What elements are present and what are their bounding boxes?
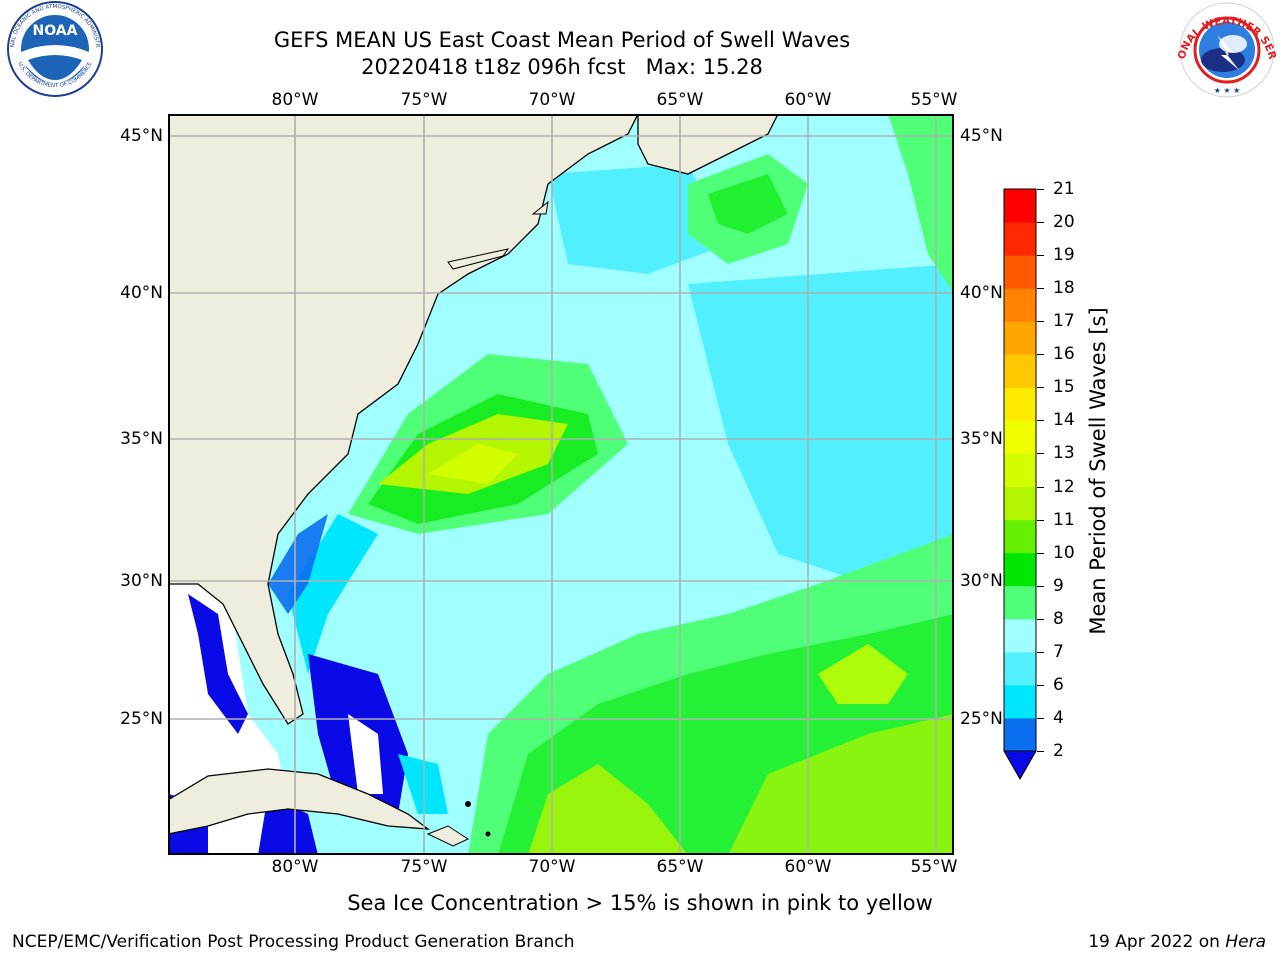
colorbar-extension	[1003, 750, 1037, 781]
lon-label-bottom-80w: 80°W	[271, 857, 319, 877]
colorbar-tick-mark	[1037, 321, 1044, 323]
colorbar-tick-mark	[1037, 717, 1044, 719]
colorbar-band	[1004, 486, 1036, 521]
lon-label-bottom-60w: 60°W	[784, 857, 832, 877]
noaa-logo: NOAA NATIONAL OCEANIC AND ATMOSPHERIC AD…	[0, 0, 103, 97]
colorbar-tick-mark	[1037, 552, 1044, 554]
lat-label-left-35n: 35°N	[120, 429, 163, 449]
graticule	[168, 114, 954, 855]
lon-label-bottom-55w: 55°W	[910, 857, 958, 877]
colorbar-tick-mark	[1037, 453, 1044, 455]
colorbar-tick-mark	[1037, 288, 1044, 290]
colorbar-tick-label: 11	[1053, 509, 1075, 530]
colorbar-band	[1004, 552, 1036, 587]
colorbar-band	[1004, 585, 1036, 620]
lon-label-top-70w: 70°W	[528, 90, 576, 110]
lon-label-top-75w: 75°W	[400, 90, 448, 110]
colorbar-tick-label: 20	[1053, 212, 1075, 233]
lon-label-bottom-75w: 75°W	[400, 857, 448, 877]
svg-text:★ ★ ★: ★ ★ ★	[1214, 86, 1241, 95]
noaa-logo-text: NOAA	[33, 23, 78, 39]
colorbar-tick-label: 10	[1053, 542, 1075, 563]
cuba-land	[168, 768, 431, 835]
colorbar-tick-label: 7	[1053, 641, 1064, 662]
map-title: GEFS MEAN US East Coast Mean Period of S…	[273, 28, 851, 52]
colorbar-tick-mark	[1037, 684, 1044, 686]
lat-label-left-45n: 45°N	[120, 126, 163, 146]
colorbar-tick-mark	[1037, 354, 1044, 356]
nws-logo: NATIONAL WEATHER SERVICE ★ ★ ★	[1175, 0, 1278, 98]
colorbar-band	[1004, 288, 1036, 322]
footer-date: 19 Apr 2022 on Hera	[1088, 932, 1266, 952]
lon-label-top-65w: 65°W	[656, 90, 704, 110]
colorbar-label: Mean Period of Swell Waves [s]	[1086, 307, 1110, 635]
lat-label-left-30n: 30°N	[120, 571, 163, 591]
lon-label-top-60w: 60°W	[784, 90, 832, 110]
colorbar-band	[1004, 618, 1036, 653]
footer-credit: NCEP/EMC/Verification Post Processing Pr…	[12, 932, 575, 952]
swell-period-map	[168, 114, 954, 855]
colorbar	[1003, 188, 1037, 781]
colorbar-tick-label: 15	[1053, 377, 1075, 398]
lon-label-bottom-70w: 70°W	[528, 857, 576, 877]
colorbar-band	[1004, 387, 1036, 421]
colorbar-band	[1004, 255, 1036, 289]
colorbar-tick-label: 8	[1053, 608, 1064, 629]
lat-label-right-45n: 45°N	[960, 126, 1003, 146]
colorbar-tick-label: 9	[1053, 575, 1064, 596]
lon-label-top-80w: 80°W	[271, 90, 319, 110]
colorbar-band	[1004, 651, 1036, 686]
colorbar-tick-label: 18	[1053, 278, 1075, 299]
colorbar-tick-mark	[1037, 486, 1044, 488]
colorbar-tick-mark	[1037, 387, 1044, 389]
colorbar-tick-label: 2	[1053, 741, 1064, 761]
colorbar-tick-mark	[1037, 519, 1044, 521]
colorbar-tick-label: 21	[1053, 179, 1075, 199]
colorbar-tick-label: 14	[1053, 410, 1075, 431]
lon-label-bottom-65w: 65°W	[656, 857, 704, 877]
colorbar-tick-label: 19	[1053, 245, 1075, 266]
colorbar-tick-mark	[1037, 585, 1044, 587]
colorbar-band	[1004, 453, 1036, 488]
colorbar-tick-label: 16	[1053, 344, 1075, 365]
lat-label-left-25n: 25°N	[120, 709, 163, 729]
colorbar-tick-label: 4	[1053, 707, 1064, 728]
colorbar-band	[1004, 354, 1036, 388]
colorbar-band	[1004, 684, 1036, 719]
colorbar-band	[1004, 189, 1036, 223]
lat-label-right-40n: 40°N	[960, 283, 1003, 303]
colorbar-tick-label: 12	[1053, 476, 1075, 497]
colorbar-band	[1004, 222, 1036, 256]
footer-host: Hera	[1225, 932, 1266, 952]
colorbar-tick-mark	[1037, 222, 1044, 224]
colorbar-tick-mark	[1037, 255, 1044, 257]
colorbar-frame	[1003, 188, 1037, 752]
lat-label-right-35n: 35°N	[960, 429, 1003, 449]
colorbar-band	[1004, 321, 1036, 355]
colorbar-tick-mark	[1037, 189, 1044, 190]
colorbar-band	[1004, 420, 1036, 454]
colorbar-tick-label: 6	[1053, 674, 1064, 695]
colorbar-tick-mark	[1037, 651, 1044, 653]
lat-label-left-40n: 40°N	[120, 283, 163, 303]
colorbar-tick-mark	[1037, 751, 1044, 752]
colorbar-tick-label: 13	[1053, 443, 1075, 464]
lat-label-right-25n: 25°N	[960, 709, 1003, 729]
north-america-land	[168, 114, 639, 725]
colorbar-band	[1004, 519, 1036, 554]
colorbar-band	[1004, 717, 1036, 752]
colorbar-tick-mark	[1037, 618, 1044, 620]
lat-label-right-30n: 30°N	[960, 571, 1003, 591]
map-subtitle: 20220418 t18z 096h fcst Max: 15.28	[361, 55, 763, 79]
lon-label-top-55w: 55°W	[910, 90, 958, 110]
footer-date-text: 19 Apr 2022 on	[1088, 932, 1220, 952]
sea-ice-note: Sea Ice Concentration > 15% is shown in …	[347, 891, 933, 915]
colorbar-tick-mark	[1037, 420, 1044, 422]
colorbar-tick-label: 17	[1053, 311, 1075, 332]
